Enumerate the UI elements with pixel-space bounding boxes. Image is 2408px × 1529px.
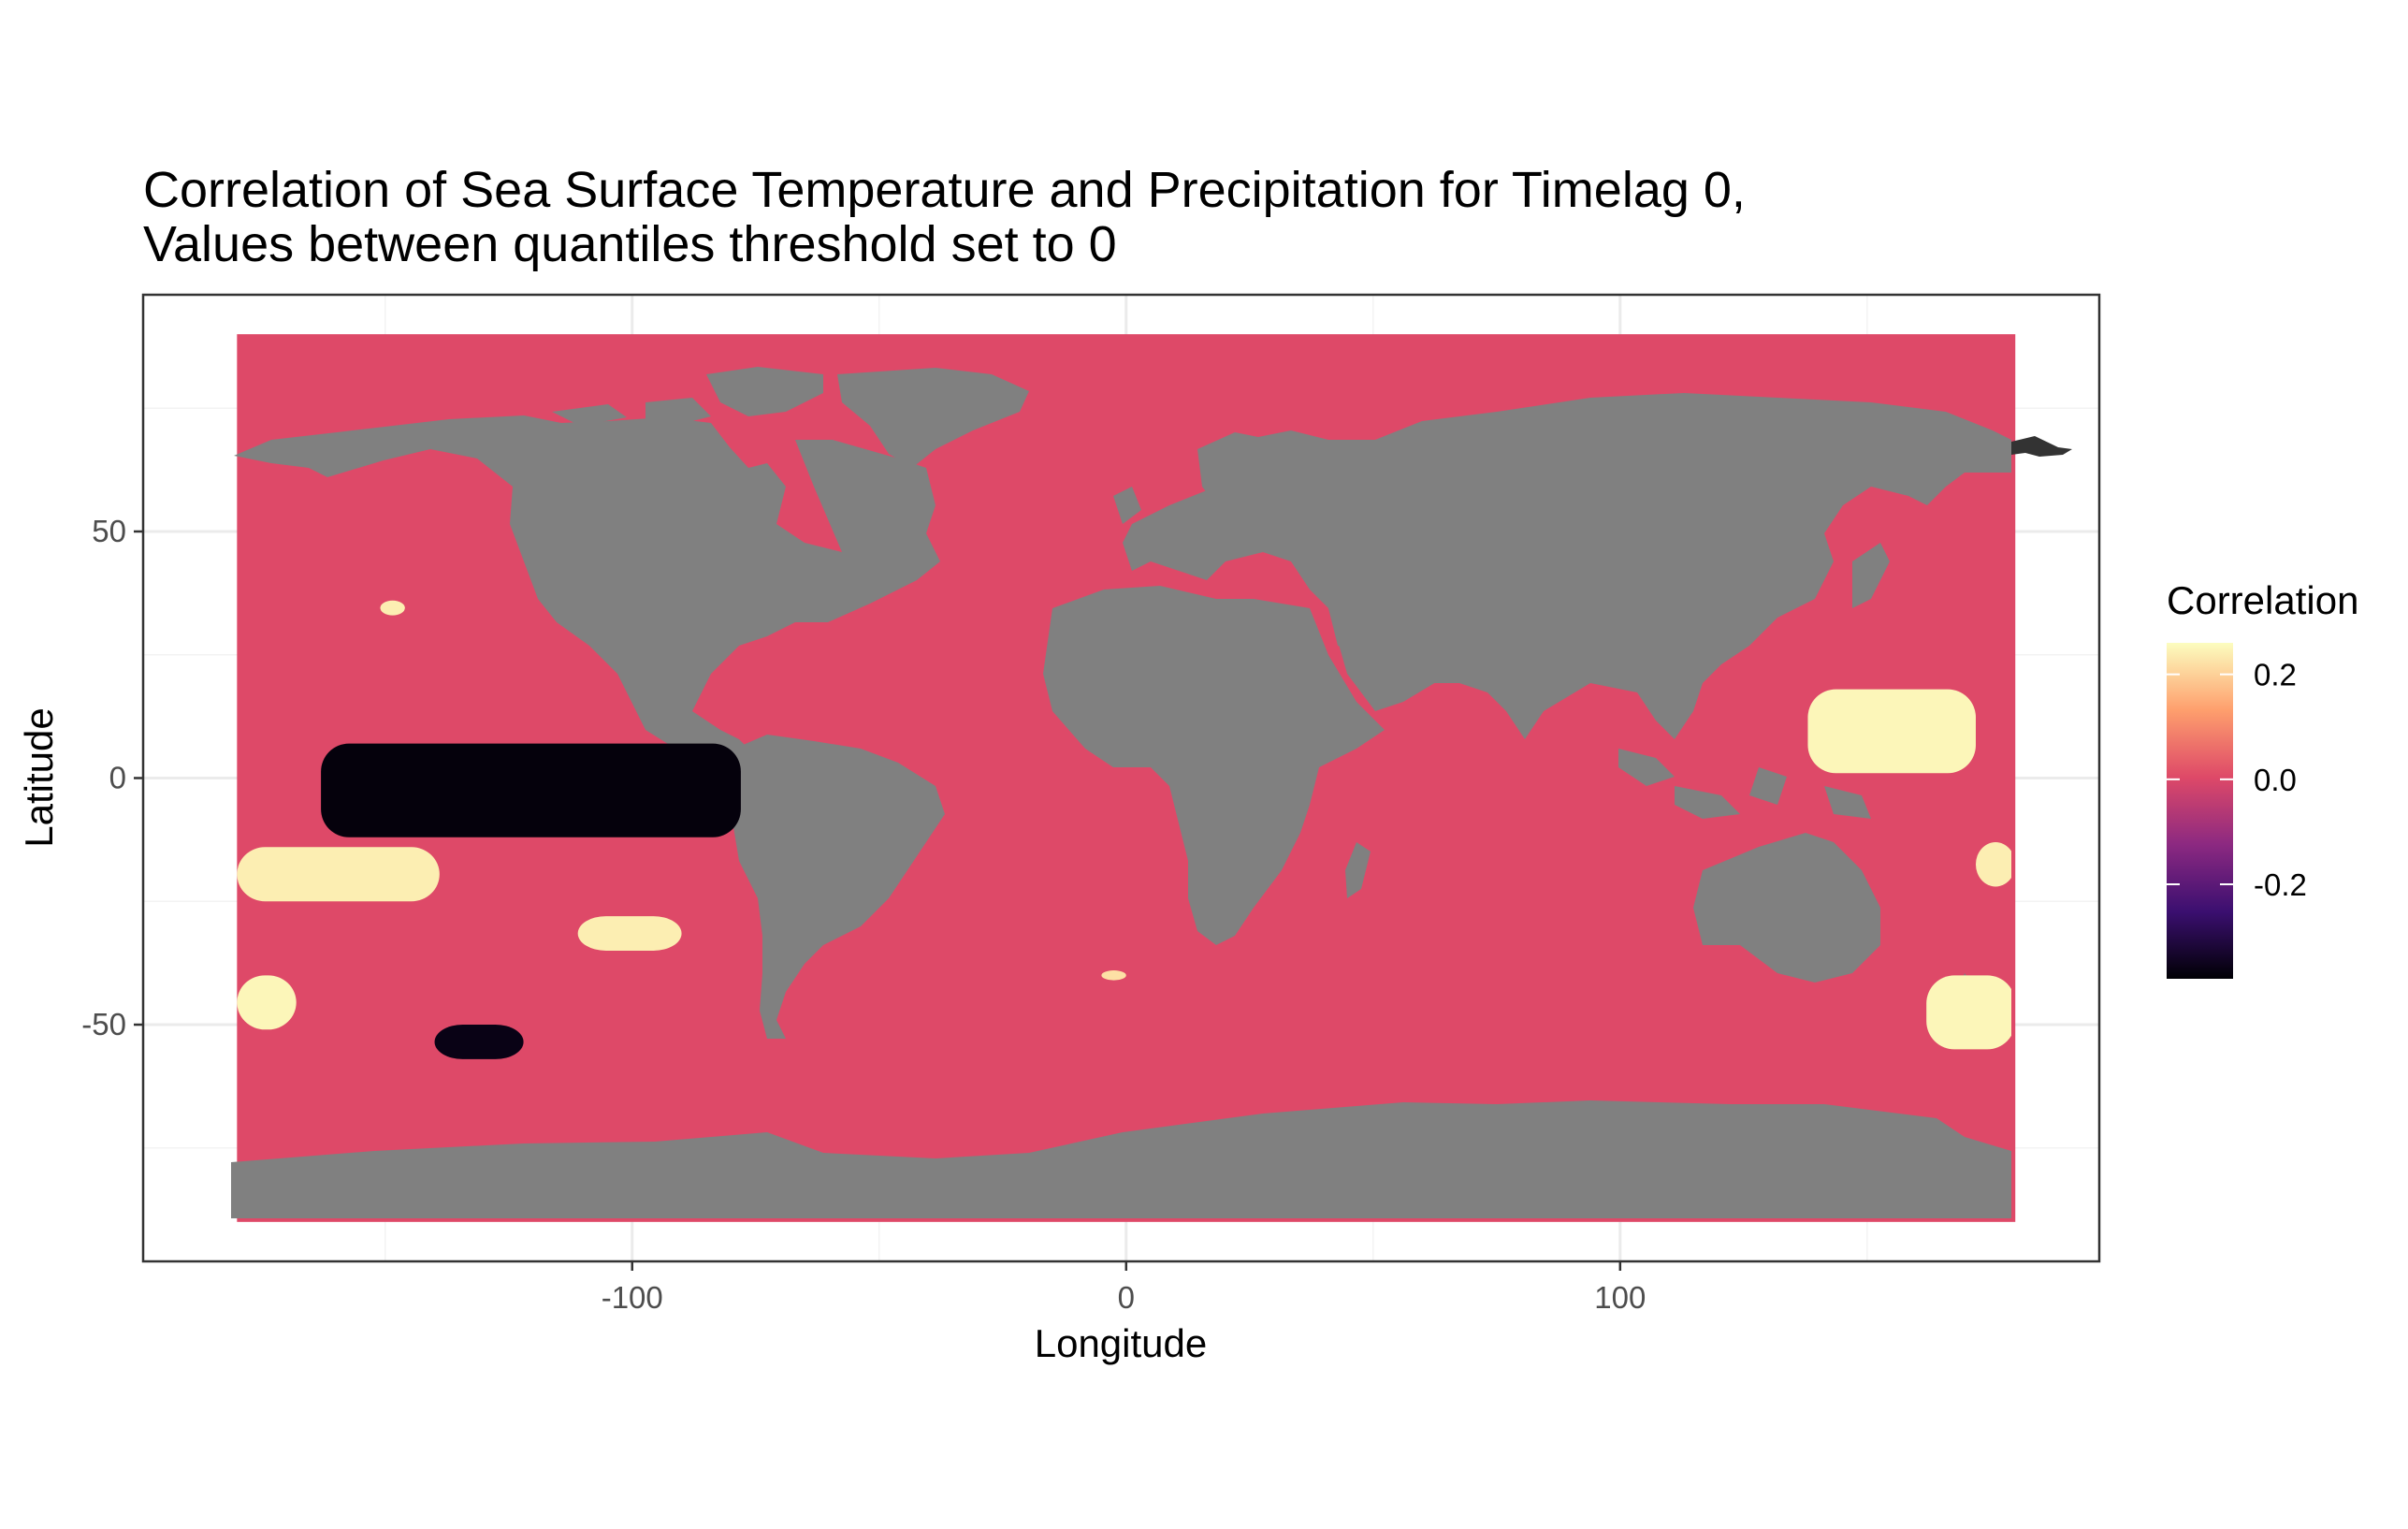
anomaly-regions: [237, 600, 2011, 1059]
land-mask: [231, 367, 2011, 1218]
legend-tick-label: -0.2: [2254, 867, 2307, 902]
anomaly-cell: [380, 600, 405, 616]
anomaly-cell: [1975, 842, 2011, 887]
y-axis-title: Latitude: [17, 707, 61, 847]
x-tick-label: 0: [1118, 1280, 1135, 1315]
y-tick-label: -50: [81, 1007, 126, 1041]
legend-title: Correlation: [2167, 578, 2358, 622]
land-australia: [1693, 833, 1880, 983]
anomaly-cell: [577, 916, 682, 951]
anomaly-cell: [237, 975, 297, 1030]
anomaly-cell: [1807, 689, 1976, 774]
legend-tick-label: 0.0: [2254, 763, 2297, 797]
anomaly-cell: [321, 743, 741, 837]
chart-title: Correlation of Sea Surface Temperature a…: [143, 162, 1746, 218]
map-layer: [231, 334, 2072, 1222]
land-maritime-southeast-asia: [1618, 749, 1871, 819]
land-arctic-islands: [552, 367, 936, 440]
y-axis-ticks: -50 0 50: [81, 514, 143, 1041]
legend-tick-label: 0.2: [2254, 658, 2297, 692]
anomaly-cell: [1926, 975, 2011, 1050]
land-arabia: [1328, 599, 1450, 711]
land-north-america: [234, 415, 940, 767]
x-tick-label: -100: [602, 1280, 663, 1315]
land-south-america: [730, 735, 945, 1039]
land-scandinavia: [1197, 432, 1272, 505]
land-central-america: [692, 711, 748, 767]
y-tick-label: 50: [92, 514, 126, 548]
anomaly-cell: [1101, 970, 1126, 981]
land-madagascar: [1345, 842, 1371, 898]
land-japan: [1852, 543, 1890, 608]
anomaly-cell: [434, 1025, 524, 1059]
land-greenland: [837, 368, 1029, 468]
land-eurasia: [1123, 393, 2011, 739]
land-africa: [1043, 586, 1385, 945]
y-tick-label: 0: [109, 761, 126, 795]
wraparound-landmass: [2011, 436, 2072, 457]
land-british-isles: [1113, 487, 1141, 524]
x-axis-ticks: -100 0 100: [602, 1261, 1646, 1315]
legend-ticks: 0.2 0.0 -0.2: [2167, 658, 2307, 902]
legend: Correlation 0.2 0.0 -0.2: [2167, 578, 2358, 979]
colorbar: [2167, 643, 2233, 979]
anomaly-cell: [237, 847, 440, 902]
chart-subtitle: Values between quantiles threshold set t…: [143, 216, 1117, 272]
x-tick-label: 100: [1594, 1280, 1646, 1315]
land-antarctica: [231, 1100, 2011, 1218]
x-axis-title: Longitude: [1035, 1321, 1208, 1365]
